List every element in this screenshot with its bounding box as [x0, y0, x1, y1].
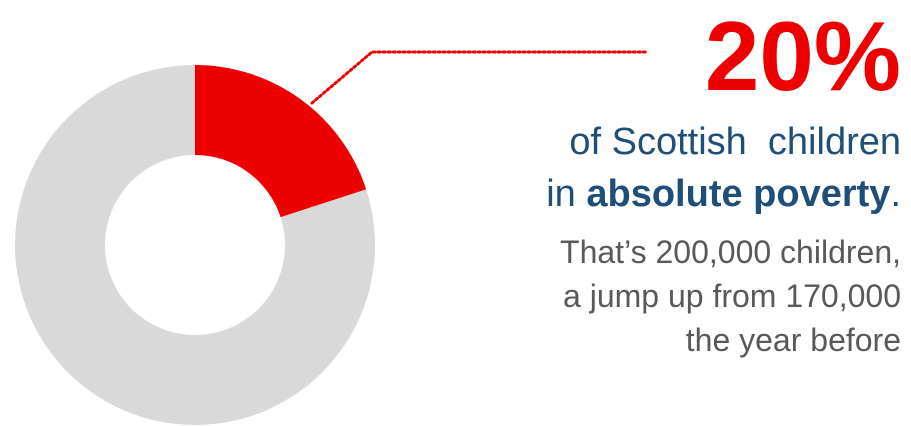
headline-line-2: in absolute poverty.: [546, 172, 901, 216]
donut-slices: [15, 65, 376, 425]
headline-line-2-prefix: in: [546, 173, 587, 215]
leader-line: [310, 50, 650, 105]
detail-line-1: That’s 200,000 children,: [560, 234, 901, 270]
headline-emphasis: absolute poverty: [586, 173, 891, 215]
donut-slice-remainder: [15, 65, 376, 425]
detail-text: That’s 200,000 children, a jump up from …: [560, 230, 901, 362]
stat-value: 20%: [704, 1, 901, 111]
donut-slice-highlight: [195, 65, 367, 218]
headline-line-1: of Scottish children: [569, 121, 901, 163]
detail-line-3: the year before: [685, 322, 901, 358]
detail-line-2: a jump up from 170,000: [563, 278, 901, 314]
headline-line-2-suffix: .: [890, 173, 901, 215]
